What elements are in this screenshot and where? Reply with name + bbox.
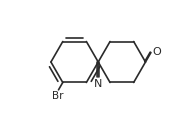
- Text: Br: Br: [52, 91, 64, 101]
- Text: O: O: [152, 47, 161, 57]
- Text: N: N: [94, 79, 102, 89]
